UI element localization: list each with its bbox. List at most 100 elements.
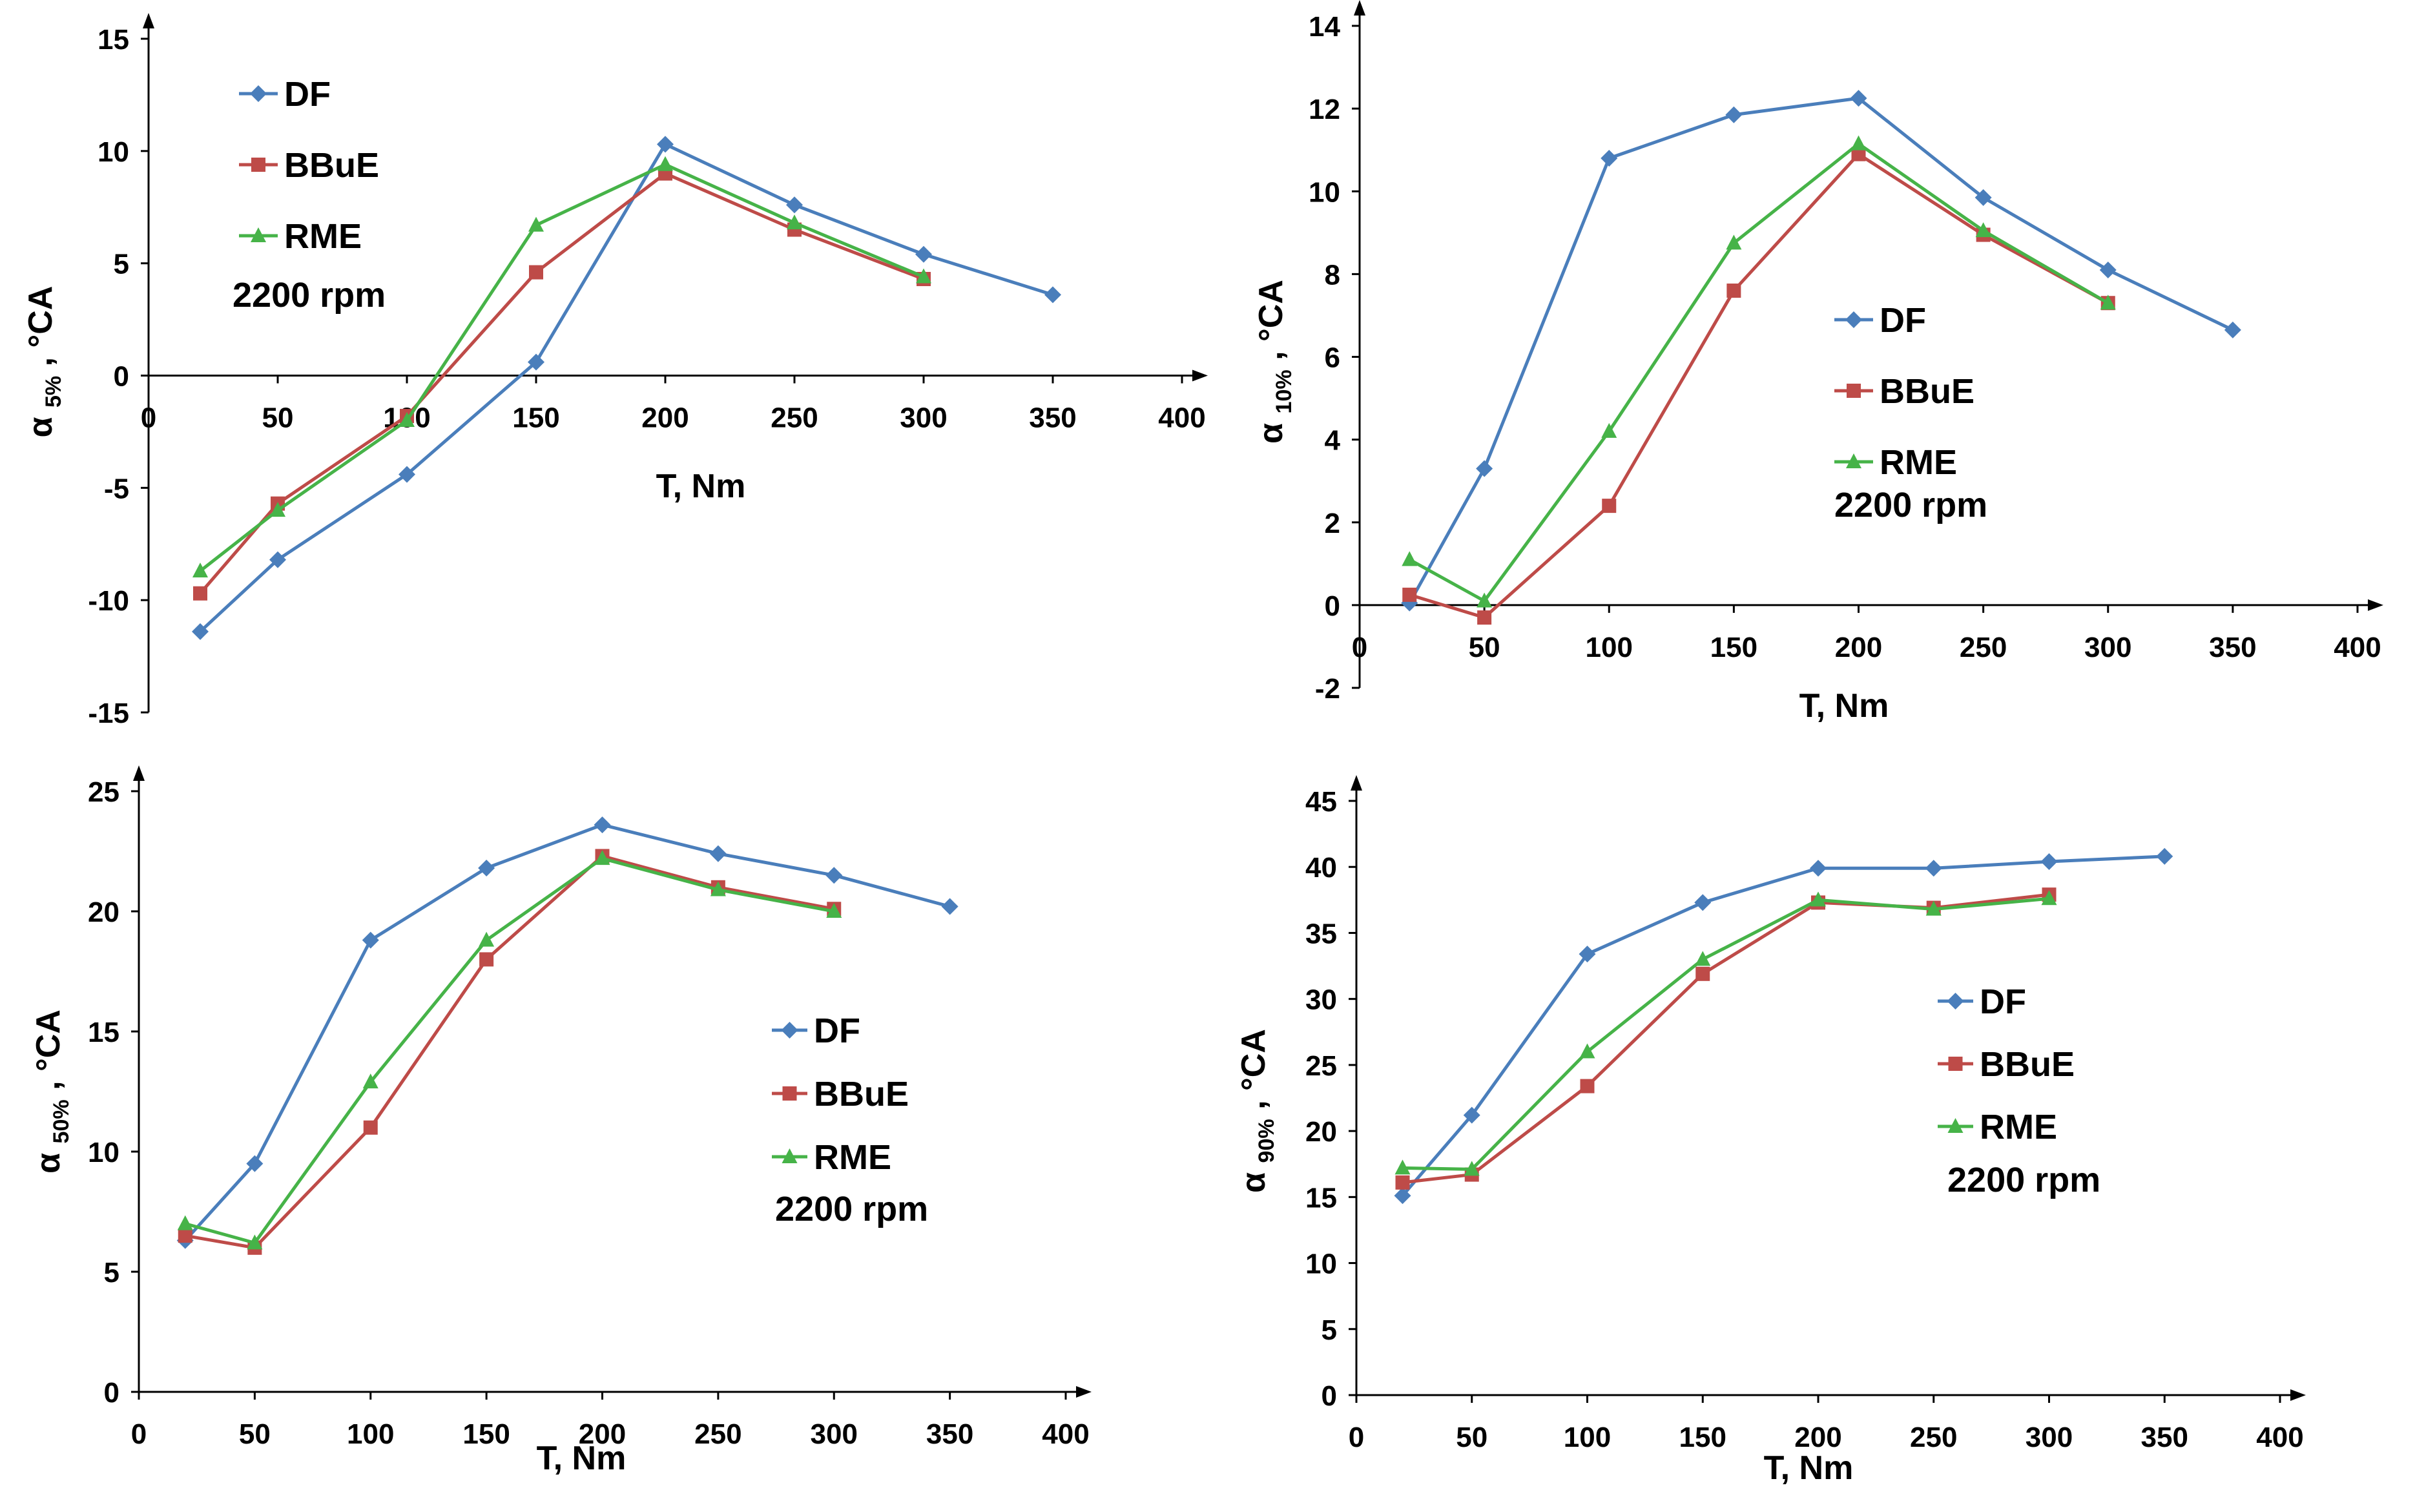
- legend-marker-df: [1947, 993, 1964, 1010]
- data-point-df: [1974, 189, 1992, 206]
- data-point-df: [246, 1155, 264, 1172]
- legend-marker-rme: [1947, 1118, 1964, 1133]
- legend-marker-bbue: [1847, 384, 1861, 398]
- y-axis-arrow: [143, 13, 154, 28]
- x-tick-label: 300: [2026, 1422, 2073, 1453]
- y-tick-label: -5: [104, 473, 129, 504]
- legend-label-bbue: BBuE: [814, 1075, 909, 1113]
- data-point-rme: [594, 850, 610, 865]
- data-point-df: [2224, 321, 2241, 338]
- x-axis-arrow: [2368, 599, 2383, 611]
- x-axis-title: T, Nm: [656, 468, 746, 505]
- legend-label-rme: RME: [814, 1138, 891, 1177]
- legend-marker-df: [781, 1022, 798, 1039]
- data-point-rme: [1394, 1159, 1411, 1175]
- data-point-rme: [1464, 1161, 1480, 1176]
- data-point-rme: [1726, 234, 1742, 250]
- series-line-df: [1401, 854, 2165, 1197]
- data-point-df: [1601, 150, 1618, 167]
- legend-marker-bbue: [251, 158, 265, 172]
- data-point-rme: [479, 931, 495, 947]
- x-tick-label: 100: [1586, 632, 1633, 663]
- data-point-bbue: [1402, 587, 1417, 602]
- legend-marker-rme: [1846, 453, 1861, 468]
- y-tick-label: 30: [1305, 984, 1337, 1016]
- y-tick-label: 20: [88, 896, 119, 928]
- data-point-rme: [787, 214, 802, 230]
- data-point-rme: [1925, 900, 1942, 916]
- x-tick-label: 0: [131, 1418, 147, 1450]
- x-axis-arrow: [2290, 1389, 2306, 1401]
- data-point-df: [786, 196, 803, 214]
- y-tick-label: 5: [114, 249, 129, 280]
- series-line-df: [1408, 96, 2234, 604]
- series-line-rme: [1409, 142, 2109, 603]
- series-line-df: [199, 142, 1053, 633]
- y-tick-label: 0: [1322, 1380, 1337, 1412]
- y-tick-label: 10: [98, 136, 129, 168]
- data-point-bbue: [1395, 1175, 1410, 1190]
- legend-marker-rme: [251, 227, 266, 242]
- y-tick-label: 14: [1309, 11, 1340, 43]
- legend-label-bbue: BBuE: [284, 146, 379, 185]
- data-point-rme: [916, 268, 931, 284]
- data-point-bbue: [178, 1228, 192, 1243]
- data-point-rme: [710, 881, 726, 896]
- data-point-df: [941, 898, 959, 915]
- data-point-bbue: [1851, 147, 1866, 161]
- y-axis-title: α 50% , °CA: [30, 1010, 74, 1174]
- data-point-rme: [270, 502, 285, 517]
- y-tick-label: 5: [1322, 1314, 1337, 1346]
- x-tick-label: 0: [1352, 632, 1367, 663]
- x-tick-label: 100: [1564, 1422, 1611, 1453]
- data-point-rme: [1810, 891, 1826, 907]
- x-tick-label: 400: [2256, 1422, 2303, 1453]
- data-point-rme: [2100, 295, 2116, 310]
- y-tick-label: 45: [1305, 786, 1337, 818]
- x-tick-label: 350: [926, 1418, 973, 1450]
- y-axis-arrow: [1351, 775, 1362, 791]
- legend-label-rme: RME: [1880, 443, 1957, 482]
- data-point-bbue: [1602, 499, 1617, 513]
- data-point-rme: [1477, 592, 1493, 608]
- x-tick-label: 100: [347, 1418, 394, 1450]
- data-point-df: [1694, 894, 1712, 911]
- y-tick-label: 10: [1305, 1248, 1337, 1280]
- y-tick-label: 0: [1325, 590, 1340, 622]
- y-tick-label: 15: [88, 1017, 119, 1048]
- y-axis-title: α 10% , °CA: [1252, 280, 1296, 444]
- x-tick-label: 50: [1469, 632, 1500, 663]
- y-tick-label: -10: [88, 585, 129, 617]
- x-tick-label: 350: [2209, 632, 2256, 663]
- data-point-rme: [1975, 222, 1991, 238]
- x-tick-label: 300: [2084, 632, 2131, 663]
- y-tick-label: 10: [88, 1137, 119, 1168]
- data-point-rme: [658, 156, 673, 171]
- data-point-df: [825, 867, 843, 884]
- data-point-df: [709, 845, 727, 862]
- x-tick-label: 300: [900, 402, 947, 434]
- x-tick-label: 250: [694, 1418, 741, 1450]
- data-point-rme: [2041, 890, 2057, 906]
- series-line-bbue: [185, 854, 834, 1250]
- x-tick-label: 200: [641, 402, 689, 434]
- chart-alpha-10: -2 0 2 4 6 8 10 12 14 0 50 100 150 200 250 300 350 400 T, …: [1252, 0, 2383, 725]
- legend-label-df: DF: [1880, 301, 1926, 340]
- x-tick-label: 150: [462, 1418, 510, 1450]
- data-point-rme: [177, 1215, 193, 1230]
- x-tick-label: 250: [771, 402, 818, 434]
- data-point-df: [594, 816, 611, 834]
- data-point-df: [192, 623, 209, 640]
- data-point-rme: [1695, 951, 1711, 966]
- speed-annotation: 2200 rpm: [1834, 486, 1987, 524]
- data-point-df: [1476, 460, 1493, 477]
- data-point-bbue: [479, 952, 494, 967]
- x-tick-label: 50: [239, 1418, 271, 1450]
- data-point-rme: [1601, 422, 1617, 438]
- x-axis-title: T, Nm: [537, 1440, 627, 1477]
- data-point-rme: [247, 1234, 263, 1250]
- y-tick-label: -15: [88, 698, 129, 729]
- legend-label-bbue: BBuE: [1880, 372, 1974, 411]
